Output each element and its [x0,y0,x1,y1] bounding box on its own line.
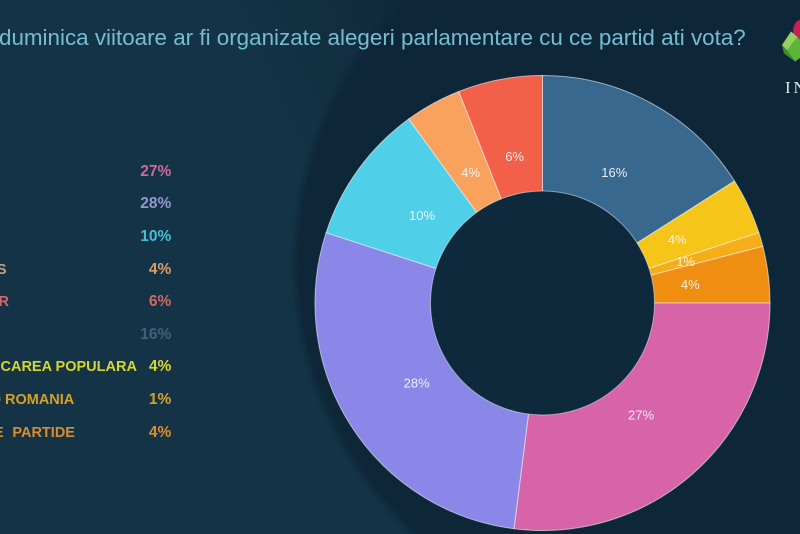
svg-text:16%: 16% [601,165,627,180]
svg-text:4%: 4% [668,232,687,247]
svg-text:4%: 4% [461,165,480,180]
svg-text:4%: 4% [681,277,700,292]
svg-text:6%: 6% [505,149,524,164]
svg-text:28%: 28% [404,375,430,390]
svg-text:27%: 27% [628,407,654,422]
svg-text:10%: 10% [409,208,435,223]
svg-text:1%: 1% [676,254,695,269]
